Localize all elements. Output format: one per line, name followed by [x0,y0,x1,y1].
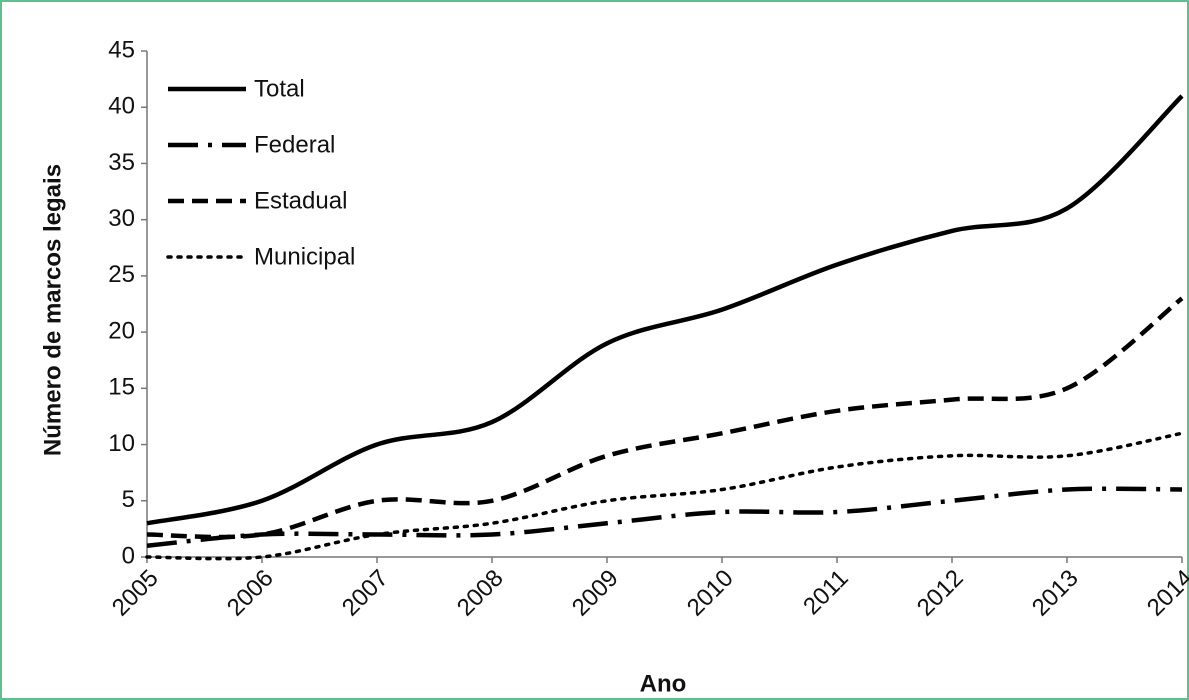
legend-label: Estadual [254,187,347,214]
x-axis-title: Ano [640,670,687,697]
legend-label: Federal [254,131,335,158]
y-tick-label: 20 [108,317,135,344]
y-tick-label: 0 [122,542,135,569]
y-axis-title: Número de marcos legais [39,164,66,456]
line-series [146,94,1184,526]
y-tick-label: 30 [108,205,135,232]
line-series [145,431,1184,561]
y-tick-label: 45 [108,36,135,63]
y-tick-label: 5 [122,486,135,513]
y-tick-label: 40 [108,93,135,120]
y-tick-label: 10 [108,430,135,457]
legend-label: Total [254,75,305,102]
line-series [146,486,1183,548]
y-tick-label: 25 [108,261,135,288]
legend-label: Municipal [254,243,355,270]
y-tick-label: 15 [108,374,135,401]
y-tick-label: 35 [108,149,135,176]
line-series [146,296,1184,540]
